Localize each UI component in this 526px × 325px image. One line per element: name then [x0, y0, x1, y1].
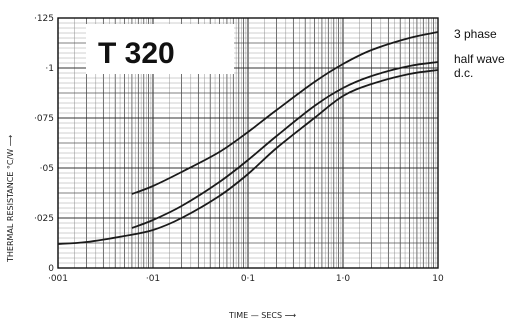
- x-tick-label: 10: [432, 274, 444, 284]
- series-lines: [57, 31, 439, 245]
- series-line-3-phase: [131, 31, 439, 195]
- series-line-d-c: [57, 69, 439, 245]
- x-axis-label: TIME — SECS ⟶: [228, 311, 297, 320]
- x-axis-ticks: ·001 ·01 0·1 1·0 10: [48, 274, 444, 284]
- x-tick-label: ·001: [48, 274, 68, 284]
- y-axis-ticks: 0 ·025 ·05 ·075 ·1 ·125: [34, 14, 54, 274]
- series-label-3-phase: 3 phase: [454, 27, 497, 41]
- series-label-dc: d.c.: [454, 66, 473, 80]
- y-tick-label: ·125: [34, 14, 54, 24]
- plot-frame: [57, 17, 439, 269]
- title-box: [86, 24, 234, 74]
- y-tick-label: ·025: [34, 214, 54, 224]
- y-axis-label: THERMAL RESISTANCE °C/W ⟶: [6, 134, 15, 263]
- chart-title: T 320: [98, 37, 175, 70]
- series-line-half-wave: [131, 61, 439, 229]
- y-tick-label: ·05: [40, 164, 54, 174]
- y-tick-label: ·1: [45, 64, 54, 74]
- y-tick-label: ·075: [34, 114, 54, 124]
- x-tick-label: ·01: [146, 274, 160, 284]
- series-label-half-wave: half wave: [454, 52, 505, 66]
- y-tick-label: 0: [48, 264, 54, 274]
- x-tick-label: 1·0: [336, 274, 351, 284]
- x-tick-label: 0·1: [241, 274, 255, 284]
